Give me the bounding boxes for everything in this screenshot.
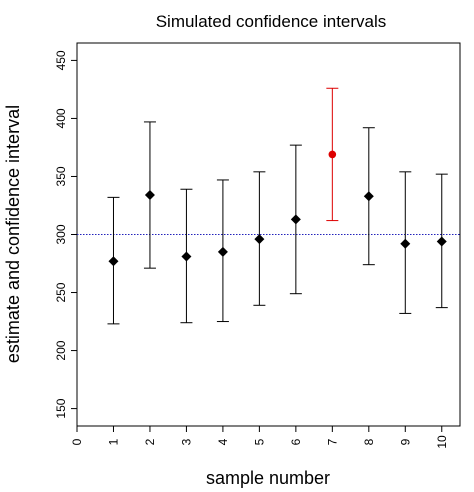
interval-sample-3 [180, 188, 193, 324]
estimate-point [181, 251, 192, 262]
x-tick-label: 2 [143, 438, 157, 445]
estimate-point [328, 150, 337, 159]
y-tick-label: 450 [54, 50, 68, 70]
y-tick-label: 150 [54, 398, 68, 418]
y-tick-label: 200 [54, 340, 68, 360]
x-tick-label: 7 [325, 438, 339, 445]
interval-sample-5 [253, 171, 266, 306]
interval-sample-2 [143, 121, 156, 269]
x-tick-label: 0 [70, 438, 84, 445]
x-tick-label: 3 [179, 438, 193, 445]
estimate-point [144, 190, 155, 201]
estimate-point [108, 256, 119, 267]
x-tick-label: 5 [252, 438, 266, 445]
y-axis: 150 200 250 300 350 400 450 [54, 50, 77, 419]
estimate-point [254, 234, 265, 245]
y-tick-label: 400 [54, 108, 68, 128]
y-tick-label: 350 [54, 166, 68, 186]
estimate-point [436, 236, 447, 247]
interval-sample-7 [326, 87, 339, 222]
x-tick-label: 9 [398, 438, 412, 445]
x-tick-label: 8 [362, 438, 376, 445]
x-tick-label: 4 [216, 438, 230, 445]
y-axis-label: estimate and confidence interval [3, 105, 23, 363]
x-axis: 0 1 2 3 4 5 6 7 8 9 10 [70, 426, 449, 449]
y-tick-label: 250 [54, 282, 68, 302]
y-tick-label: 300 [54, 224, 68, 244]
data-marks [107, 87, 448, 325]
chart-title: Simulated confidence intervals [156, 12, 387, 31]
interval-sample-6 [289, 144, 302, 295]
estimate-point [400, 238, 411, 249]
x-tick-label: 10 [435, 435, 449, 449]
estimate-point [363, 191, 374, 202]
estimate-point [290, 214, 301, 225]
interval-sample-9 [399, 171, 412, 314]
interval-sample-10 [435, 173, 448, 309]
x-tick-label: 6 [289, 438, 303, 445]
interval-sample-4 [216, 179, 229, 323]
interval-sample-8 [362, 127, 375, 266]
interval-sample-1 [107, 196, 120, 325]
x-tick-label: 1 [106, 438, 120, 445]
x-axis-label: sample number [206, 468, 330, 488]
estimate-point [217, 246, 228, 257]
